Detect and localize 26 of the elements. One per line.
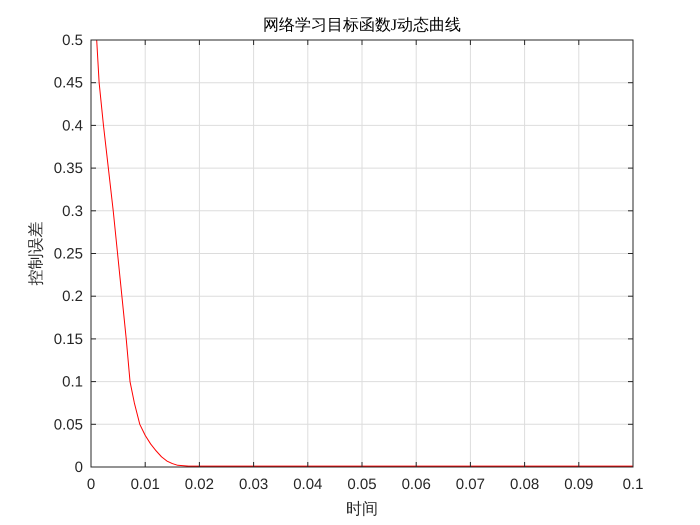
x-tick-label: 0.04 <box>293 476 322 493</box>
x-tick-label: 0.09 <box>564 476 594 493</box>
y-tick-label: 0 <box>74 459 83 476</box>
x-tick-label: 0.03 <box>239 476 268 493</box>
y-tick-label: 0.3 <box>62 202 83 220</box>
x-tick-label: 0.05 <box>347 476 377 493</box>
x-tick-label: 0.01 <box>130 476 160 493</box>
x-tick-label: 0.02 <box>184 476 214 493</box>
x-tick-label: 0.06 <box>402 476 431 493</box>
x-tick-label: 0.08 <box>510 476 540 493</box>
y-tick-label: 0.45 <box>54 74 83 92</box>
x-tick-label: 0 <box>86 476 96 493</box>
y-tick-label: 0.05 <box>54 416 83 434</box>
x-tick-label: 0.07 <box>456 476 485 493</box>
y-tick-label: 0.4 <box>62 117 83 134</box>
y-tick-label: 0.2 <box>62 288 83 306</box>
y-tick-label: 0.15 <box>54 330 83 348</box>
y-tick-label: 0.5 <box>62 32 83 49</box>
x-tick-label: 0.1 <box>622 476 644 493</box>
y-tick-label: 0.25 <box>54 246 83 262</box>
x-axis-title: 时间 <box>346 500 378 518</box>
y-tick-label: 0.1 <box>62 374 83 391</box>
y-tick-label: 0.35 <box>54 160 83 178</box>
y-axis-title: 控制误差 <box>27 222 45 286</box>
line-series <box>96 40 634 467</box>
chart-title: 网络学习目标函数J动态曲线 <box>262 16 462 34</box>
